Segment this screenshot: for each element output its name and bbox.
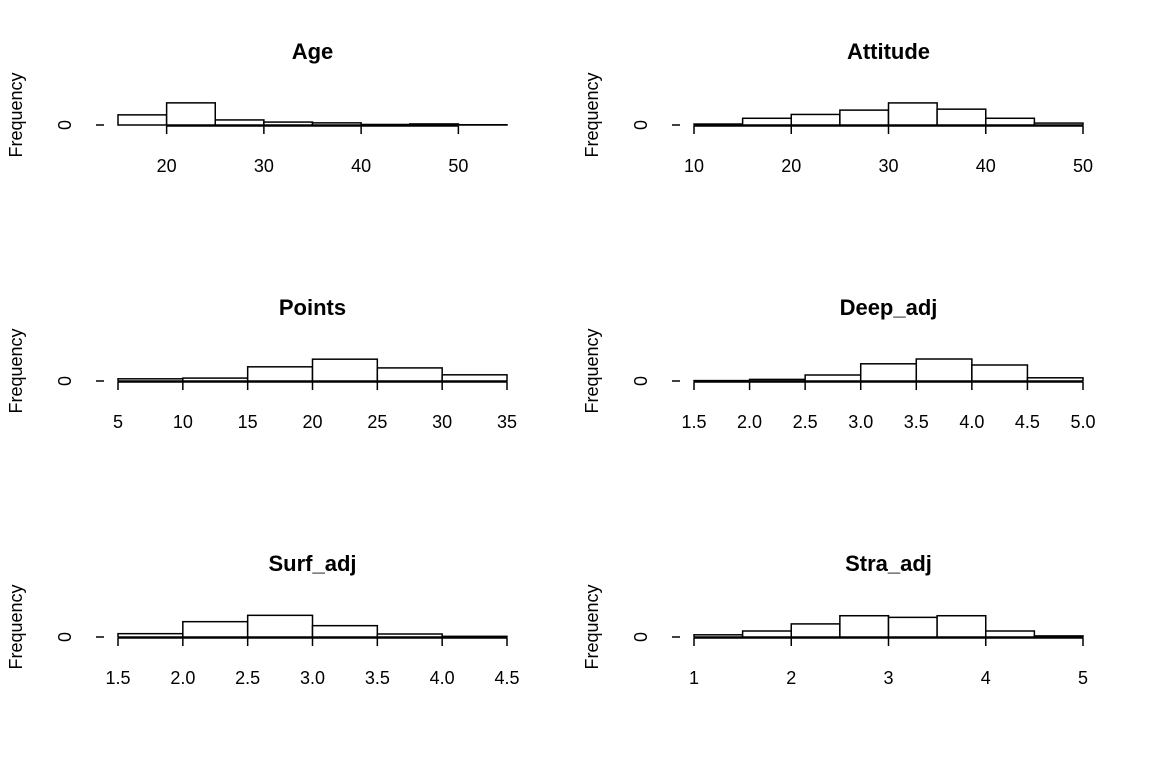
histogram-bar xyxy=(360,123,411,126)
x-tick-label: 4.0 xyxy=(430,668,455,688)
histogram-bar xyxy=(263,121,314,126)
x-tick-label: 2 xyxy=(786,668,796,688)
histogram-bar xyxy=(741,630,792,638)
x-tick-label: 25 xyxy=(367,412,387,432)
chart-title: Deep_adj xyxy=(840,295,938,320)
histogram-bar xyxy=(165,102,216,126)
x-tick-label: 30 xyxy=(432,412,452,432)
x-tick-label: 3 xyxy=(883,668,893,688)
histogram-bar xyxy=(182,377,249,382)
y-axis-label: Frequency xyxy=(582,584,602,669)
histogram-bar xyxy=(971,364,1029,382)
y-axis-label: Frequency xyxy=(6,72,26,157)
histogram-bar xyxy=(804,374,862,382)
y-tick-label: 0 xyxy=(55,376,75,386)
x-tick-label: 3.5 xyxy=(904,412,929,432)
y-tick-label: 0 xyxy=(631,120,651,130)
histogram-bar xyxy=(741,117,792,126)
y-axis-label: Frequency xyxy=(582,328,602,413)
histogram-bar xyxy=(117,378,184,382)
chart-title: Points xyxy=(279,295,346,320)
histogram-bar xyxy=(311,358,379,382)
x-tick-label: 30 xyxy=(254,156,274,176)
chart-title: Stra_adj xyxy=(845,551,932,576)
histogram-bar xyxy=(936,614,987,638)
y-tick-label: 0 xyxy=(631,376,651,386)
x-tick-label: 4.5 xyxy=(494,668,519,688)
histogram-bar xyxy=(117,632,184,638)
x-tick-label: 5 xyxy=(113,412,123,432)
x-tick-label: 2.0 xyxy=(170,668,195,688)
histogram-bar xyxy=(214,119,265,126)
x-tick-label: 20 xyxy=(157,156,177,176)
y-tick-label: 0 xyxy=(55,632,75,642)
y-axis-label: Frequency xyxy=(6,584,26,669)
x-tick-label: 50 xyxy=(1073,156,1093,176)
histogram-bar xyxy=(790,623,841,638)
chart-title: Surf_adj xyxy=(268,551,356,576)
histogram-bar xyxy=(1033,122,1084,126)
histogram-bar xyxy=(311,624,379,638)
x-tick-label: 1.5 xyxy=(105,668,130,688)
histogram-bar xyxy=(887,616,938,638)
x-tick-label: 3.0 xyxy=(300,668,325,688)
x-tick-label: 35 xyxy=(497,412,517,432)
y-tick-label: 0 xyxy=(55,120,75,130)
chart-title: Attitude xyxy=(847,39,930,64)
histogram-bar xyxy=(1033,635,1084,638)
histogram-bar xyxy=(936,108,987,126)
histogram-bar xyxy=(693,634,744,638)
y-tick-label: 0 xyxy=(631,632,651,642)
x-tick-label: 40 xyxy=(351,156,371,176)
x-tick-label: 4 xyxy=(981,668,991,688)
x-tick-label: 40 xyxy=(976,156,996,176)
x-tick-label: 2.5 xyxy=(793,412,818,432)
x-tick-label: 10 xyxy=(684,156,704,176)
histogram-bar xyxy=(409,123,460,126)
histogram-bar xyxy=(985,630,1036,638)
x-tick-label: 15 xyxy=(238,412,258,432)
x-tick-label: 2.5 xyxy=(235,668,260,688)
chart-title: Age xyxy=(292,39,334,64)
x-tick-label: 1.5 xyxy=(681,412,706,432)
x-tick-label: 50 xyxy=(448,156,468,176)
histogram-bar xyxy=(748,378,806,382)
histogram-bar xyxy=(915,358,973,382)
histogram-bar xyxy=(790,113,841,126)
x-tick-label: 1 xyxy=(689,668,699,688)
histogram-bar xyxy=(839,614,890,638)
histogram-bar xyxy=(1026,377,1084,382)
x-tick-label: 5.0 xyxy=(1070,412,1095,432)
x-tick-label: 3.5 xyxy=(365,668,390,688)
histogram-bar xyxy=(117,114,168,126)
histogram-bar xyxy=(839,109,890,126)
histogram-bar xyxy=(182,620,249,638)
x-tick-label: 4.0 xyxy=(959,412,984,432)
x-tick-label: 2.0 xyxy=(737,412,762,432)
histogram-bar xyxy=(859,363,918,382)
histogram-bar xyxy=(441,374,508,382)
histogram-bar xyxy=(887,102,938,126)
histogram-bar xyxy=(376,367,443,382)
y-axis-label: Frequency xyxy=(582,72,602,157)
histogram-bar xyxy=(311,122,362,126)
histogram-bar xyxy=(693,123,744,126)
x-tick-label: 10 xyxy=(173,412,193,432)
histogram-bar xyxy=(246,614,314,638)
histogram-bar xyxy=(441,635,508,638)
x-tick-label: 4.5 xyxy=(1015,412,1040,432)
x-tick-label: 30 xyxy=(878,156,898,176)
x-tick-label: 20 xyxy=(781,156,801,176)
histogram-bar xyxy=(985,117,1036,126)
x-tick-label: 5 xyxy=(1078,668,1088,688)
x-tick-label: 20 xyxy=(302,412,322,432)
histogram-bar xyxy=(376,633,443,638)
x-tick-label: 3.0 xyxy=(848,412,873,432)
y-axis-label: Frequency xyxy=(6,328,26,413)
histogram-bar xyxy=(246,366,314,382)
